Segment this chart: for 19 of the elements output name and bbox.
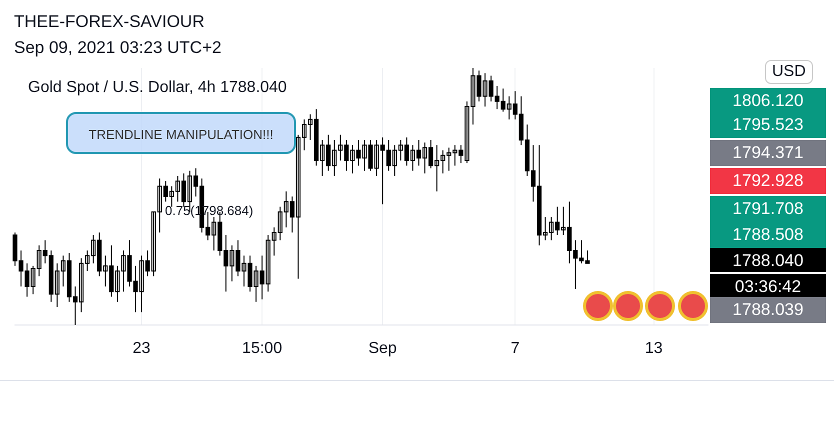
x-tick-label: 7: [510, 340, 520, 358]
text: 1788.040: [710, 248, 826, 272]
text: Gold Spot / U.S. Dollar, 4h 1788.040: [28, 79, 287, 97]
text: 1794.371: [710, 140, 826, 166]
text: 1792.928: [710, 168, 826, 194]
text: 03:36:42: [710, 274, 826, 298]
text: Sep 09, 2021 03:23 UTC+2: [14, 38, 222, 58]
callout-box: TRENDLINE MANIPULATION!!!: [66, 112, 296, 154]
text: 1788.039: [710, 297, 826, 323]
x-tick-label: 15:00: [242, 340, 282, 358]
x-tick-label: Sep: [368, 340, 397, 358]
text: USD: [765, 60, 813, 84]
text: THEE-FOREX-SAVIOUR: [14, 12, 204, 32]
text: 1788.508: [710, 222, 826, 248]
text: 1791.708: [710, 196, 826, 222]
text: 1806.120: [710, 88, 826, 114]
x-tick-label: 23: [132, 340, 151, 358]
x-tick-label: 13: [644, 340, 663, 358]
text: 1795.523: [710, 112, 826, 138]
